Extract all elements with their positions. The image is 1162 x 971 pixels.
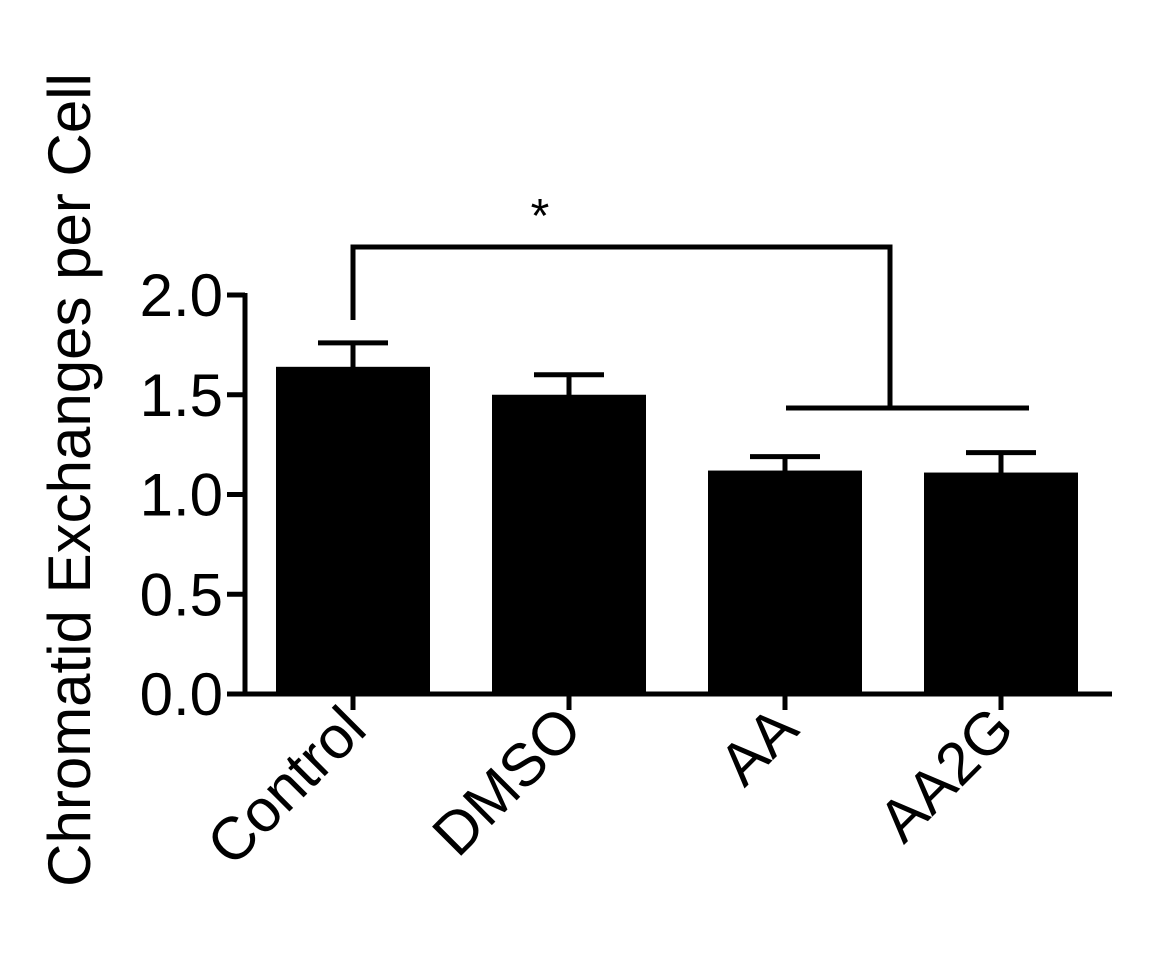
y-tick-label: 0.0	[140, 661, 223, 728]
bar-aa	[708, 470, 862, 696]
y-tick-label: 2.0	[140, 262, 223, 329]
bar-aa2g	[924, 472, 1078, 696]
x-tick-label-dmso: DMSO	[420, 694, 595, 869]
significance-bracket	[350, 244, 893, 408]
y-axis-label: Chromatid Exchanges per Cell	[36, 73, 103, 887]
significance-star: *	[531, 190, 550, 243]
bar-control	[276, 366, 430, 696]
bar-dmso	[492, 394, 646, 696]
x-tick-label-aa2g: AA2G	[866, 694, 1027, 855]
y-tick-label: 1.0	[140, 462, 223, 529]
y-tick-label: 1.5	[140, 362, 223, 429]
x-tick-label-aa: AA	[706, 694, 810, 798]
y-tick-label: 0.5	[140, 561, 223, 628]
